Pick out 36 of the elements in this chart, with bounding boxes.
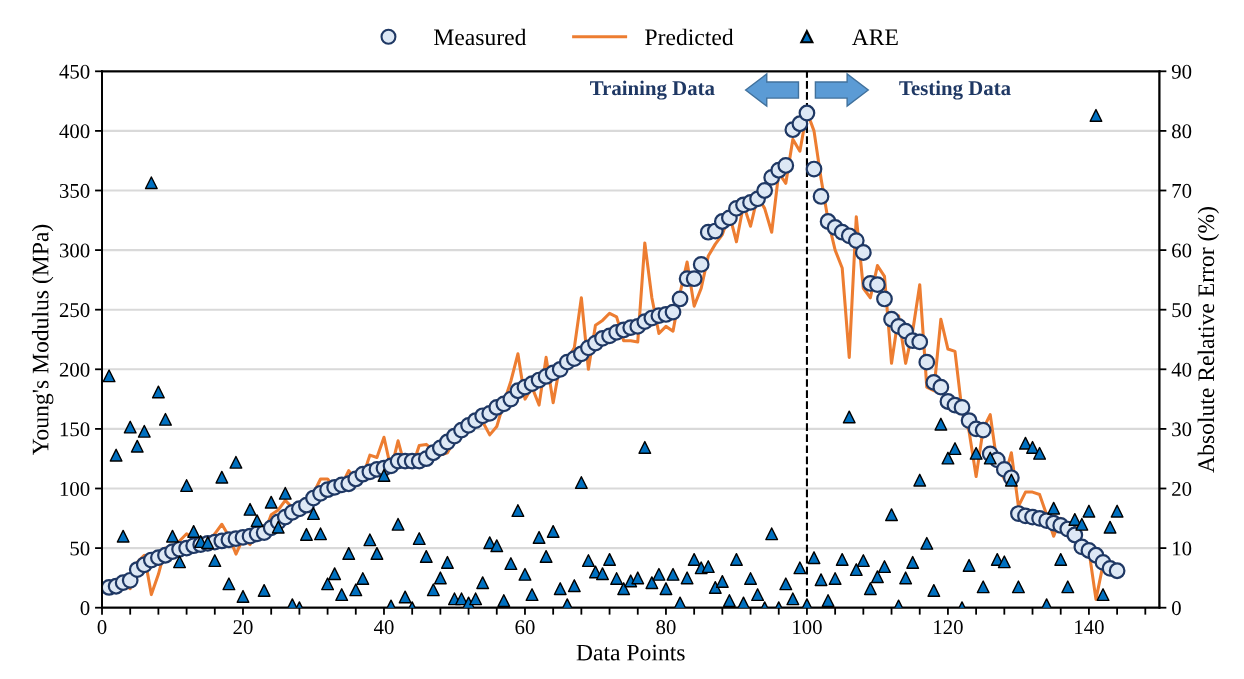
x-axis-title: Data Points	[576, 644, 685, 661]
y2-tick-label: 80	[1172, 124, 1192, 139]
x-tick-label: 120	[934, 620, 963, 635]
x-tick-label: 100	[793, 620, 822, 635]
x-tick-label: 0	[97, 620, 107, 635]
x-tick-label: 60	[515, 620, 535, 635]
y2-tick-label: 40	[1171, 362, 1192, 377]
annotation: Testing Data	[899, 80, 1011, 100]
y-tick-label: 200	[59, 362, 90, 377]
y-tick-label: 50	[70, 541, 90, 556]
x-tick-label: 40	[373, 620, 394, 635]
y2-tick-label: 70	[1172, 183, 1192, 198]
legend-label: ARE	[851, 29, 898, 46]
legend-label: Predicted	[645, 28, 734, 46]
y-tick-label: 150	[60, 422, 90, 437]
y-tick-label: 250	[59, 303, 90, 318]
y-tick-label: 400	[59, 124, 90, 139]
y-tick-label: 300	[59, 243, 90, 258]
x-tick-label: 140	[1075, 620, 1104, 635]
y2-tick-label: 30	[1172, 422, 1192, 437]
annotation: Training Data	[590, 80, 715, 100]
y2-tick-label: 10	[1173, 541, 1192, 556]
y-tick-label: 100	[60, 481, 90, 496]
y2-tick-label: 0	[1172, 601, 1181, 616]
y-axis-title: Young's Modulus (MPa)	[31, 224, 54, 455]
y2-tick-label: 60	[1172, 243, 1192, 258]
x-tick-label: 20	[233, 620, 253, 635]
y-tick-label: 0	[80, 601, 90, 616]
y-tick-label: 450	[59, 64, 90, 79]
x-tick-label: 80	[656, 620, 676, 635]
y-tick-label: 350	[59, 183, 90, 198]
legend-label: Measured	[434, 28, 527, 46]
y2-tick-label: 50	[1172, 303, 1192, 318]
y2-axis-title: Absolute Relative Error (%)	[1197, 207, 1220, 473]
y2-tick-label: 20	[1172, 481, 1192, 496]
y2-tick-label: 90	[1171, 64, 1192, 79]
